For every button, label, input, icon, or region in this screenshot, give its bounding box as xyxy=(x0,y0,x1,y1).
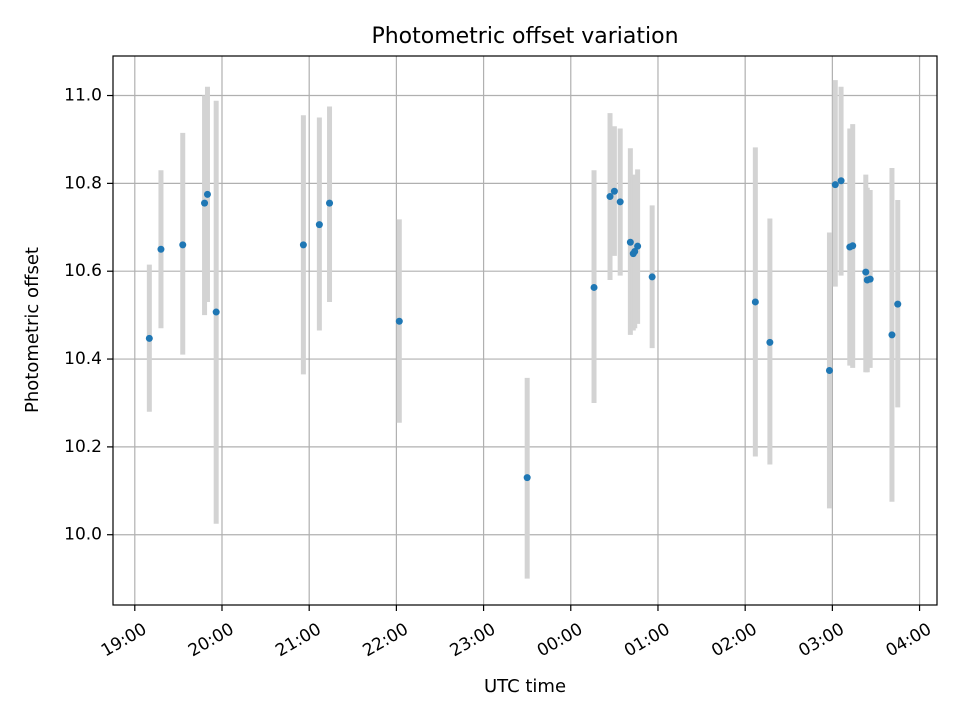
data-point xyxy=(610,187,618,195)
data-point xyxy=(648,273,656,281)
data-point xyxy=(201,199,209,207)
y-axis-label: Photometric offset xyxy=(22,247,43,413)
data-point xyxy=(395,317,403,325)
data-point xyxy=(315,221,323,229)
data-point xyxy=(888,331,896,339)
y-tick-label: 10.8 xyxy=(64,173,102,193)
data-point xyxy=(849,242,857,250)
data-point xyxy=(326,199,334,207)
data-point xyxy=(616,198,624,206)
plot-frame xyxy=(112,55,938,606)
data-points xyxy=(145,177,902,482)
y-axis-ticks: 10.0 10.2 10.4 10.6 10.8 11.0 xyxy=(64,86,113,545)
data-point xyxy=(862,268,870,276)
data-point xyxy=(626,238,634,246)
data-point xyxy=(631,247,639,255)
data-point xyxy=(825,366,833,374)
data-point xyxy=(212,308,220,316)
y-tick-label: 10.6 xyxy=(64,261,102,281)
data-point xyxy=(894,300,902,308)
y-tick-label: 10.2 xyxy=(64,437,102,457)
data-point xyxy=(299,241,307,249)
data-point xyxy=(634,242,642,250)
data-point xyxy=(590,283,598,291)
y-tick-label: 11.0 xyxy=(64,86,102,106)
x-axis-label: UTC time xyxy=(484,676,566,697)
data-point xyxy=(523,474,531,482)
data-point xyxy=(145,334,153,342)
data-point xyxy=(179,241,187,249)
data-point xyxy=(766,338,774,346)
data-point xyxy=(837,177,845,185)
chart-title: Photometric offset variation xyxy=(371,24,678,49)
y-tick-label: 10.4 xyxy=(64,349,102,369)
data-point xyxy=(203,190,211,198)
data-point xyxy=(866,275,874,283)
grid xyxy=(113,56,937,605)
data-point xyxy=(157,245,165,253)
data-point xyxy=(831,181,839,189)
y-tick-label: 10.0 xyxy=(64,525,102,545)
data-point xyxy=(751,298,759,306)
data-point xyxy=(606,193,614,201)
